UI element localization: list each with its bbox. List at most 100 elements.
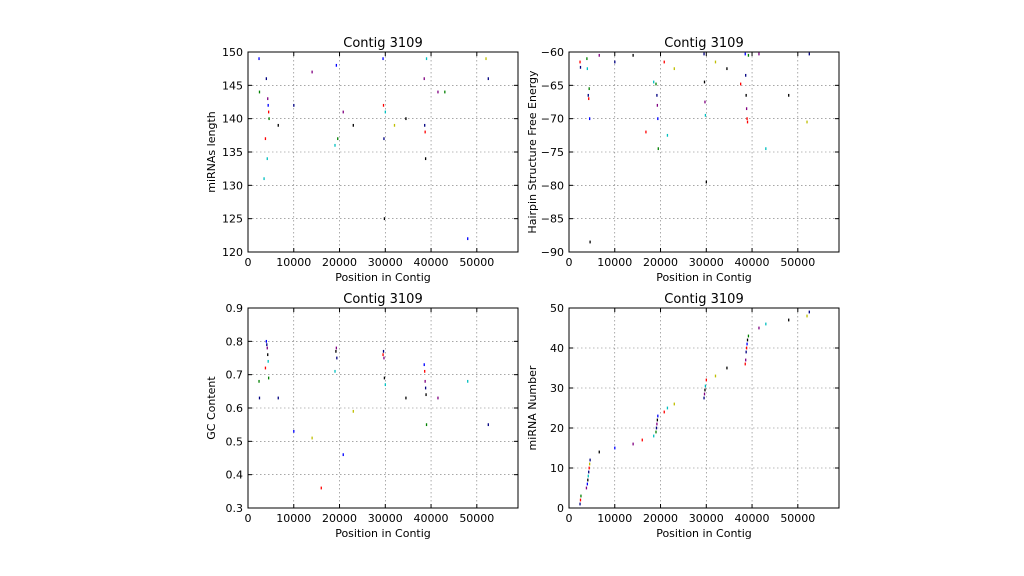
data-point <box>655 82 657 86</box>
data-point <box>587 478 589 482</box>
data-point <box>383 137 385 141</box>
data-point <box>657 414 659 418</box>
y-tick-label: 50 <box>550 302 564 315</box>
x-axis-label: Position in Contig <box>656 527 752 540</box>
data-point <box>382 353 384 357</box>
data-point <box>673 67 675 71</box>
data-point <box>703 392 706 396</box>
x-tick-label: 0 <box>566 512 573 525</box>
data-point <box>705 180 707 184</box>
data-point <box>258 57 260 61</box>
x-axis-label: Position in Contig <box>656 271 752 284</box>
x-tick-label: 40000 <box>414 256 449 269</box>
data-point <box>264 366 267 370</box>
data-point <box>579 60 581 64</box>
data-point <box>263 177 265 181</box>
data-point <box>663 60 665 64</box>
data-point <box>587 474 589 478</box>
x-axis-label: Position in Contig <box>335 271 431 284</box>
y-tick-label: 0.4 <box>226 469 244 482</box>
data-point <box>424 130 426 134</box>
data-point <box>746 120 749 124</box>
data-point <box>383 376 386 380</box>
data-point <box>586 57 588 61</box>
data-point <box>423 363 425 367</box>
data-point <box>467 379 469 383</box>
data-point <box>588 117 591 121</box>
data-point <box>437 396 439 400</box>
data-point <box>267 110 270 114</box>
data-point <box>267 103 269 107</box>
data-point <box>747 53 750 57</box>
y-tick-label: 0.5 <box>226 435 244 448</box>
data-point <box>585 486 588 490</box>
data-point <box>745 93 747 97</box>
data-point <box>745 350 747 354</box>
data-point <box>586 67 589 71</box>
chart-title: Contig 3109 <box>664 292 743 307</box>
data-point <box>424 369 426 373</box>
y-tick-label: −70 <box>541 113 564 126</box>
data-point <box>726 366 728 370</box>
data-point <box>383 217 386 221</box>
data-point <box>437 90 439 94</box>
x-tick-label: 10000 <box>276 256 311 269</box>
data-point <box>424 157 427 161</box>
data-point <box>267 97 269 101</box>
data-point <box>704 388 706 392</box>
x-tick-label: 10000 <box>276 512 311 525</box>
y-tick-label: 0.3 <box>226 502 244 515</box>
y-tick-label: 40 <box>550 342 564 355</box>
subplot-mirna-length: 0 10000 20000 30000 40000 50000 120 125 130 135 14… <box>205 36 519 284</box>
data-point <box>745 346 748 350</box>
data-point <box>588 87 590 91</box>
data-point <box>656 93 658 97</box>
y-axis-label: Hairpin Structure Free Energy <box>526 70 539 234</box>
data-point <box>335 349 337 353</box>
data-point <box>598 53 600 57</box>
data-point <box>656 418 659 422</box>
x-tick-label: 20000 <box>322 512 357 525</box>
data-point <box>383 356 385 360</box>
data-point <box>293 429 295 433</box>
data-point <box>258 90 261 94</box>
subplot-gc-content: 0 10000 20000 30000 40000 50000 0.3 0.4 0.5 0.6 0.… <box>205 292 519 540</box>
x-tick-label: 0 <box>245 256 252 269</box>
data-point <box>598 450 600 454</box>
data-point <box>746 338 749 342</box>
x-tick-label: 50000 <box>459 256 494 269</box>
plot-frame <box>568 307 840 509</box>
data-point <box>589 458 591 462</box>
data-point <box>485 57 487 61</box>
data-point <box>267 353 269 357</box>
data-point <box>384 383 386 387</box>
data-point <box>744 362 746 366</box>
y-tick-label: 145 <box>222 79 243 92</box>
data-point <box>632 442 634 446</box>
data-point <box>337 137 339 141</box>
y-tick-label: 0.9 <box>226 302 244 315</box>
data-point <box>714 374 717 378</box>
y-tick-label: 0.8 <box>226 335 244 348</box>
x-tick-label: 30000 <box>689 512 724 525</box>
data-point <box>806 120 808 124</box>
chart-title: Contig 3109 <box>664 36 743 51</box>
y-tick-label: −90 <box>541 246 564 259</box>
y-tick-label: −80 <box>541 179 564 192</box>
x-tick-label: 30000 <box>368 512 403 525</box>
y-axis-label: miRNAs length <box>205 111 218 192</box>
data-point <box>267 359 269 363</box>
data-point <box>382 349 385 353</box>
data-point <box>423 77 425 81</box>
x-tick-label: 30000 <box>689 256 724 269</box>
data-point <box>656 103 659 107</box>
y-tick-label: 0.6 <box>226 402 244 415</box>
data-point <box>788 93 790 97</box>
data-point <box>656 422 658 426</box>
data-point <box>444 90 446 94</box>
data-point <box>666 406 669 410</box>
data-point <box>487 77 489 81</box>
data-point <box>382 57 384 61</box>
data-point <box>641 438 643 442</box>
